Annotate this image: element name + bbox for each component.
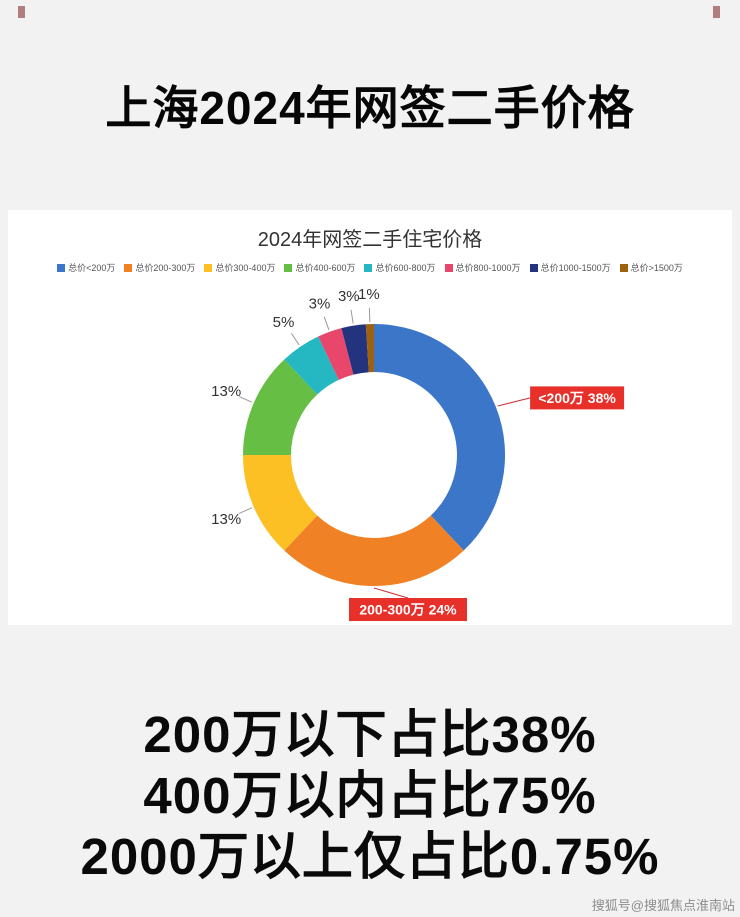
summary-line-1: 200万以下占比38% (143, 706, 597, 763)
legend-label: 总价600-800万 (375, 263, 436, 273)
legend-label: 总价300-400万 (215, 263, 276, 273)
donut-chart: <200万 38%200-300万 24%13%13%5%3% 3%1% (211, 286, 625, 621)
donut-slice-2 (243, 455, 318, 551)
slice-callout-box (349, 598, 467, 621)
legend-swatch (444, 263, 453, 272)
slice-percent-label: 13% (211, 383, 241, 400)
legend-item-7: 总价>1500万 (619, 261, 683, 274)
donut-slice-0 (374, 324, 506, 551)
slice-percent-label: 5% (273, 314, 295, 331)
legend-item-0: 总价<200万 (57, 261, 115, 274)
summary-line-2: 400万以内占比75% (143, 767, 597, 824)
slice-callout-label: 200-300万 24% (359, 602, 457, 618)
legend-label: 总价400-600万 (295, 263, 356, 273)
legend-swatch (619, 263, 628, 272)
donut-slice-1 (284, 515, 464, 587)
chart-legend: 总价<200万 总价200-300万 总价300-400万 总价400-600万 总价6… (8, 261, 732, 274)
donut-slice-3 (242, 359, 318, 455)
corner-mark-left (18, 6, 25, 18)
donut-slice-6 (341, 324, 369, 375)
legend-swatch (529, 263, 538, 272)
legend-item-3: 总价400-600万 (284, 261, 355, 274)
summary-text: 200万以下占比38% 400万以内占比75% 2000万以上仅占比0.75% (0, 704, 740, 887)
legend-label: 总价200-300万 (135, 263, 196, 273)
legend-label: 总价>1500万 (630, 263, 683, 273)
slice-leader-line (290, 333, 300, 346)
legend-label: 总价<200万 (68, 263, 116, 273)
donut-slice-7 (365, 324, 374, 373)
page-title: 上海2024年网签二手价格 (105, 82, 635, 134)
chart-panel: 2024年网签二手住宅价格 总价<200万 总价200-300万 总价300-400… (8, 210, 732, 625)
chart-title: 2024年网签二手住宅价格 (257, 229, 483, 251)
corner-mark-right (713, 6, 720, 18)
legend-item-6: 总价1000-1500万 (529, 261, 611, 274)
legend-item-4: 总价600-800万 (364, 261, 436, 274)
legend-swatch (284, 263, 293, 272)
slice-percent-label: 1% (358, 286, 380, 303)
slice-leader-line (238, 507, 253, 514)
slice-leader-line (238, 396, 253, 403)
slice-leader-line (323, 316, 330, 331)
legend-item-2: 总价300-400万 (204, 261, 275, 274)
legend-swatch (57, 263, 66, 272)
legend-item-1: 总价200-300万 (124, 261, 195, 274)
legend-swatch (204, 263, 213, 272)
watermark: 搜狐号@搜狐焦点淮南站 (591, 898, 735, 913)
slice-percent-label: 3% (309, 296, 331, 313)
legend-label: 总价1000-1500万 (540, 263, 611, 273)
callout-leader-line (373, 587, 409, 599)
slice-callout-box (530, 386, 625, 410)
slice-callout-label: <200万 38% (538, 390, 616, 406)
legend-swatch (124, 263, 133, 272)
callout-leader-line (497, 397, 531, 407)
slice-percent-label: 13% (211, 511, 241, 528)
donut-slice-5 (318, 328, 354, 380)
legend-label: 总价800-1000万 (455, 263, 521, 273)
donut-slice-4 (284, 336, 339, 395)
slice-percent-label: 3% (338, 288, 360, 305)
legend-item-5: 总价800-1000万 (444, 261, 521, 274)
slice-leader-line (350, 309, 354, 324)
summary-line-3: 2000万以上仅占比0.75% (80, 828, 660, 885)
legend-swatch (364, 263, 373, 272)
